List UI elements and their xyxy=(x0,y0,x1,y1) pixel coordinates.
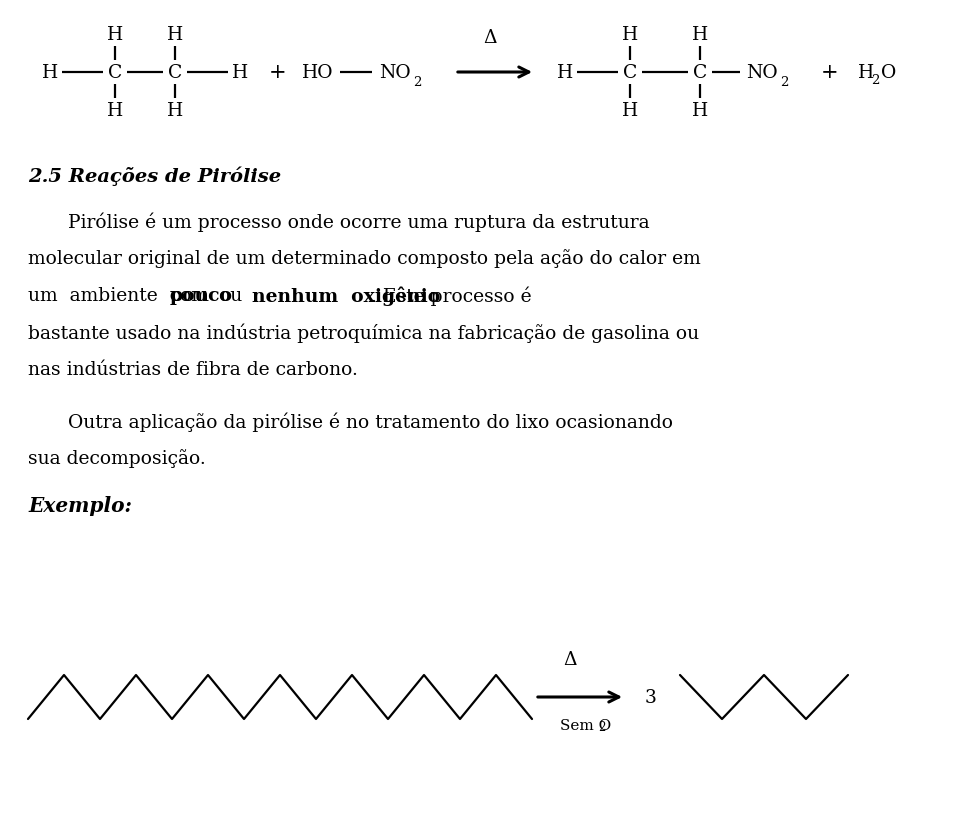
Text: O: O xyxy=(881,64,897,82)
Text: C: C xyxy=(108,64,122,82)
Text: H: H xyxy=(858,64,875,82)
Text: Δ: Δ xyxy=(483,29,496,47)
Text: 3: 3 xyxy=(645,688,657,706)
Text: Outra aplicação da pirólise é no tratamento do lixo ocasionando: Outra aplicação da pirólise é no tratame… xyxy=(68,412,673,431)
Text: . Este processo é: . Este processo é xyxy=(371,286,531,305)
Text: Sem O: Sem O xyxy=(560,718,612,732)
Text: NO: NO xyxy=(746,64,778,82)
Text: sua decomposição.: sua decomposição. xyxy=(28,449,205,468)
Text: 2: 2 xyxy=(871,74,879,88)
Text: nas indústrias de fibra de carbono.: nas indústrias de fibra de carbono. xyxy=(28,361,358,379)
Text: H: H xyxy=(692,26,708,44)
Text: H: H xyxy=(107,102,123,120)
Text: H: H xyxy=(622,26,638,44)
Text: molecular original de um determinado composto pela ação do calor em: molecular original de um determinado com… xyxy=(28,249,701,268)
Text: +: + xyxy=(269,64,287,83)
Text: Δ: Δ xyxy=(564,650,577,668)
Text: um  ambiente  com: um ambiente com xyxy=(28,287,221,304)
Text: bastante usado na indústria petroquímica na fabricação de gasolina ou: bastante usado na indústria petroquímica… xyxy=(28,323,699,342)
Text: nenhum  oxigênio: nenhum oxigênio xyxy=(252,286,440,305)
Text: ou: ou xyxy=(206,287,254,304)
Text: NO: NO xyxy=(379,64,411,82)
Text: H: H xyxy=(167,102,183,120)
Text: H: H xyxy=(167,26,183,44)
Text: 2: 2 xyxy=(598,720,606,734)
Text: +: + xyxy=(821,64,839,83)
Text: Exemplo:: Exemplo: xyxy=(28,495,132,515)
Text: 2: 2 xyxy=(780,75,788,88)
Text: H: H xyxy=(557,64,573,82)
Text: 2: 2 xyxy=(413,75,421,88)
Text: 2.5 Reações de Pirólise: 2.5 Reações de Pirólise xyxy=(28,166,281,185)
Text: Pirólise é um processo onde ocorre uma ruptura da estrutura: Pirólise é um processo onde ocorre uma r… xyxy=(68,212,650,232)
Text: pouco: pouco xyxy=(170,287,232,304)
Text: H: H xyxy=(42,64,59,82)
Text: H: H xyxy=(232,64,248,82)
Text: HO: HO xyxy=(302,64,334,82)
Text: H: H xyxy=(692,102,708,120)
Text: H: H xyxy=(622,102,638,120)
Text: C: C xyxy=(623,64,637,82)
Text: C: C xyxy=(168,64,182,82)
Text: C: C xyxy=(693,64,708,82)
Text: H: H xyxy=(107,26,123,44)
